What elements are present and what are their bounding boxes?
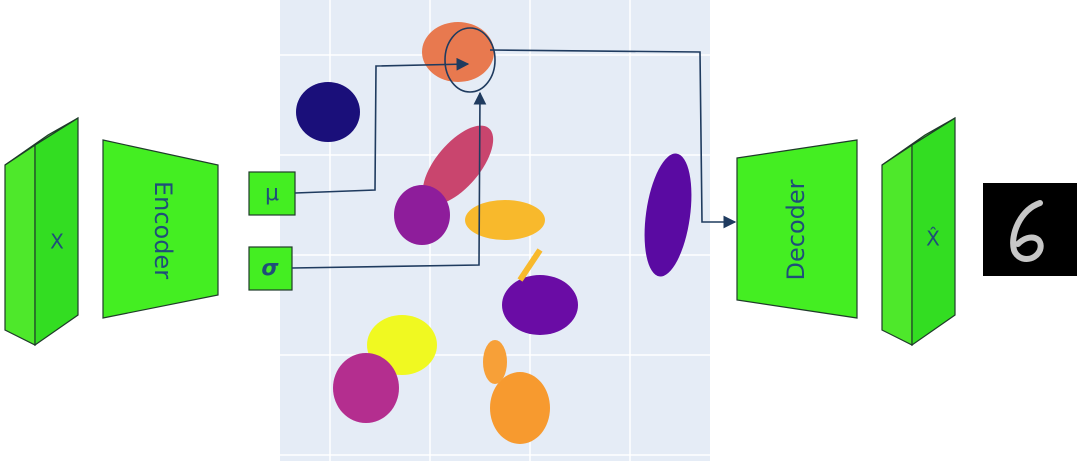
sample-circle [444,27,496,93]
mu-arrow [294,57,470,194]
input-label: X [50,230,64,254]
decode-arrow [489,49,737,229]
clusters [296,22,692,444]
input-block: X [4,116,79,347]
sigma-box: σ [248,246,293,291]
sigma-arrow [291,91,487,269]
sigma-label: σ [261,256,279,281]
output-label: X̂ [926,227,940,251]
reconstruction-image [983,183,1077,276]
output-block: X̂ [881,116,956,347]
decoder-label: Decoder [782,179,810,280]
mu-box: μ [248,171,296,216]
latent-scatter [280,0,710,461]
decoder: Decoder [736,139,858,319]
encoder-label: Encoder [149,181,177,279]
encoder: Encoder [102,139,219,319]
mu-label: μ [265,181,279,206]
